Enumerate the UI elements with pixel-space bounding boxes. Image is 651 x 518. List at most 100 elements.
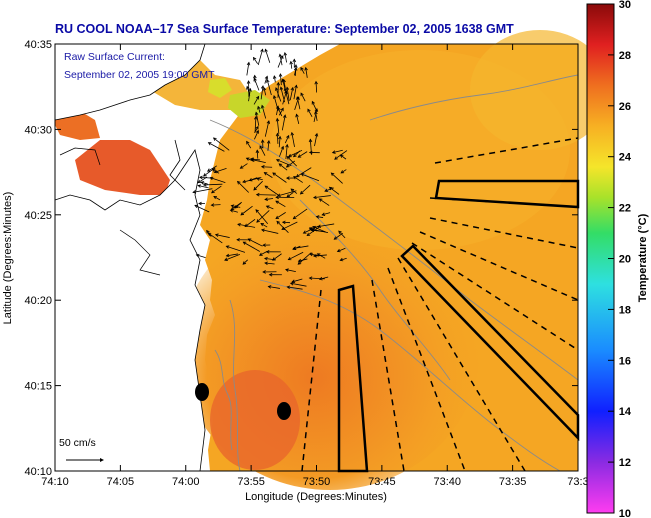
current-arrowhead xyxy=(258,252,263,256)
sst-ne-cool xyxy=(470,30,610,150)
current-arrowhead xyxy=(285,86,290,91)
current-arrow xyxy=(312,226,327,233)
colorbar-tick-label: 12 xyxy=(619,457,631,469)
current-arrow xyxy=(272,172,287,183)
current-arrowhead xyxy=(285,143,289,148)
current-arrowhead xyxy=(275,215,280,220)
colorbar-ticks: 30 28 26 24 22 20 18 16 14 12 10 xyxy=(608,0,632,518)
current-arrowhead xyxy=(286,134,290,139)
current-arrowhead xyxy=(245,157,250,161)
current-arrowhead xyxy=(297,154,302,158)
current-arrow xyxy=(322,212,331,216)
current-arrowhead xyxy=(260,222,265,227)
current-arrow xyxy=(289,87,294,101)
x-tick-label: 73:50 xyxy=(303,476,331,488)
current-arrow xyxy=(282,91,287,105)
current-arrow xyxy=(277,55,284,68)
current-arrowhead xyxy=(293,66,298,71)
current-arrow xyxy=(253,78,260,91)
current-arrowhead xyxy=(194,204,199,209)
legend-line-2: September 02, 2005 19:00 GMT xyxy=(64,69,215,81)
current-arrowhead xyxy=(292,246,296,251)
current-arrowhead xyxy=(290,86,295,91)
current-arrow xyxy=(257,106,261,113)
current-arrow xyxy=(260,223,268,228)
current-arrow xyxy=(275,200,286,208)
current-arrow xyxy=(281,115,286,131)
current-arrowhead xyxy=(306,232,311,237)
scale-label: 50 cm/s xyxy=(59,437,96,449)
current-arrowhead xyxy=(268,272,273,277)
current-arrow xyxy=(196,254,206,259)
current-arrow xyxy=(290,282,307,287)
current-arrowhead xyxy=(200,181,205,185)
current-arrow xyxy=(211,204,221,206)
colorbar-tick-label: 24 xyxy=(619,152,632,164)
current-arrowhead xyxy=(300,92,304,97)
x-tick-label: 74:05 xyxy=(107,476,135,488)
current-arrowhead xyxy=(278,163,283,167)
current-arrow xyxy=(253,57,258,64)
current-arrow xyxy=(207,232,223,244)
current-arrowhead xyxy=(225,253,230,258)
current-arrowhead xyxy=(262,243,266,247)
current-arrowhead xyxy=(275,195,279,200)
current-arrow xyxy=(279,73,282,86)
current-arrow xyxy=(256,150,259,159)
current-arrow xyxy=(290,61,293,69)
current-arrowhead xyxy=(267,285,272,289)
current-arrow xyxy=(268,286,280,289)
current-arrowhead xyxy=(213,196,217,200)
current-arrow xyxy=(340,154,347,160)
current-arrowhead xyxy=(260,139,265,143)
current-arrowhead xyxy=(266,120,271,124)
current-arrowhead xyxy=(280,145,285,150)
current-arrow xyxy=(276,118,280,134)
current-arrowhead xyxy=(255,192,260,197)
current-arrowhead xyxy=(318,276,323,281)
colorbar-tick-label: 30 xyxy=(619,0,631,11)
current-arrowhead xyxy=(287,256,292,261)
current-arrowhead xyxy=(264,261,268,266)
current-arrowhead xyxy=(236,180,241,185)
current-arrow xyxy=(293,85,297,100)
current-arrow xyxy=(261,105,267,119)
current-arrowhead xyxy=(293,153,297,158)
current-arrowhead xyxy=(260,48,264,53)
current-arrow xyxy=(293,176,303,183)
current-arrow xyxy=(298,258,308,262)
current-arrow xyxy=(276,106,279,116)
y-tick-label: 40:35 xyxy=(24,39,52,51)
current-arrowhead xyxy=(296,96,300,100)
current-arrowhead xyxy=(340,170,345,174)
y-axis: 40:35 40:30 40:25 40:20 40:15 40:10 xyxy=(24,39,578,478)
current-arrow xyxy=(338,230,346,239)
current-arrowhead xyxy=(230,206,235,211)
current-arrow xyxy=(275,212,286,219)
current-arrowhead xyxy=(278,73,283,77)
coast-detail-2 xyxy=(119,229,161,276)
current-arrow xyxy=(264,185,280,196)
station-marker xyxy=(195,383,209,401)
current-arrow xyxy=(201,181,208,185)
current-arrowhead xyxy=(292,58,297,63)
current-arrowhead xyxy=(282,78,286,83)
current-arrow xyxy=(251,159,266,164)
current-arrowhead xyxy=(266,78,270,83)
current-arrow xyxy=(279,146,284,157)
current-arrowhead xyxy=(336,248,341,253)
current-arrowhead xyxy=(255,95,260,100)
current-arrow xyxy=(253,180,263,191)
current-arrowhead xyxy=(299,190,304,195)
current-arrowhead xyxy=(285,268,289,272)
current-arrow xyxy=(246,62,250,76)
current-arrowhead xyxy=(261,228,265,233)
current-arrowhead xyxy=(314,132,319,137)
current-arrowhead xyxy=(197,179,202,184)
current-arrowhead xyxy=(275,158,280,163)
current-arrow xyxy=(264,172,273,178)
current-arrowhead xyxy=(264,48,268,53)
current-arrow xyxy=(256,194,276,196)
current-arrow xyxy=(278,108,284,116)
current-arrow xyxy=(324,187,334,192)
